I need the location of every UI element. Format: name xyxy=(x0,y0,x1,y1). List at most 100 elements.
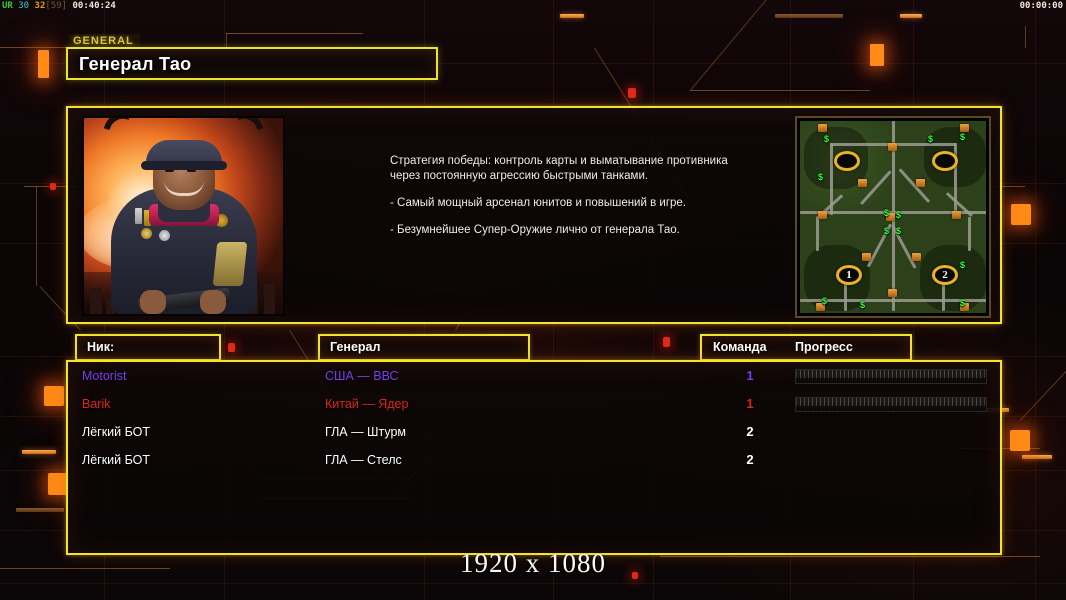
circuit-trace xyxy=(36,186,37,286)
supply-marker: $ xyxy=(960,260,966,270)
player-team: 2 xyxy=(746,424,754,439)
general-tab-label[interactable]: GENERAL xyxy=(68,34,140,48)
player-name: Barik xyxy=(82,397,111,411)
circuit-trace xyxy=(660,556,1040,557)
supply-marker: $ xyxy=(960,132,966,142)
general-portrait xyxy=(82,116,285,316)
column-header-team-label: Команда xyxy=(713,340,767,354)
player-name: Motorist xyxy=(82,369,127,383)
accent-dash xyxy=(775,14,843,18)
map-structure xyxy=(952,211,961,219)
map-start-position[interactable]: 1 xyxy=(836,265,862,285)
accent-block xyxy=(870,44,884,66)
accent-dash xyxy=(16,508,64,512)
player-name: Лёгкий БОТ xyxy=(82,453,151,467)
circuit-trace xyxy=(226,33,363,34)
player-team: 1 xyxy=(746,396,754,411)
accent-block-red xyxy=(628,88,636,98)
supply-marker: $ xyxy=(822,296,828,306)
map-structure xyxy=(960,303,969,311)
map-road xyxy=(800,299,986,302)
player-team: 2 xyxy=(746,452,754,467)
supply-marker: $ xyxy=(896,210,902,220)
description-paragraph: Стратегия победы: контроль карты и вымат… xyxy=(390,155,728,182)
table-row[interactable]: Motorist США — ВВС 1 xyxy=(68,364,1004,392)
player-progress-bar xyxy=(795,397,987,412)
map-structure xyxy=(818,211,827,219)
map-start-position[interactable]: 2 xyxy=(932,265,958,285)
performance-readout: UR 30 32[59] 00:40:24 xyxy=(2,0,116,12)
medal-icon xyxy=(134,208,142,224)
player-general: ГЛА — Стелс xyxy=(325,453,402,467)
smile xyxy=(163,180,204,196)
grid-line-vertical xyxy=(1035,0,1036,600)
minimap[interactable]: $ $ $ $ $ $ $ $ $ $ $ $ 1 2 xyxy=(800,121,986,313)
perf-fps: 30 xyxy=(18,1,30,11)
shoulder-epaulette xyxy=(212,242,247,286)
supply-marker: $ xyxy=(884,208,890,218)
hand xyxy=(200,290,226,314)
accent-block xyxy=(48,473,68,495)
accent-block-red xyxy=(50,183,56,190)
perf-elapsed: 00:40:24 xyxy=(72,1,116,11)
cap-brim xyxy=(140,161,227,170)
map-structure xyxy=(916,179,925,187)
minimap-frame: $ $ $ $ $ $ $ $ $ $ $ $ 1 2 xyxy=(795,116,991,318)
accent-block xyxy=(1011,204,1031,225)
column-header-team-progress: Команда Прогресс xyxy=(700,334,912,361)
map-structure xyxy=(862,253,871,261)
column-header-progress-label: Прогресс xyxy=(795,340,853,354)
supply-marker: $ xyxy=(960,298,966,308)
accent-dash xyxy=(22,450,56,454)
map-start-position[interactable] xyxy=(834,151,860,171)
map-structure xyxy=(816,303,825,311)
player-general: Китай — Ядер xyxy=(325,397,409,411)
medal-icon xyxy=(158,230,170,241)
eye xyxy=(187,168,196,172)
description-paragraph: - Самый мощный арсенал юнитов и повышени… xyxy=(390,197,687,209)
map-start-position[interactable] xyxy=(932,151,958,171)
circuit-trace xyxy=(0,568,170,569)
column-header-nick: Ник: xyxy=(75,334,221,361)
description-paragraph: - Безумнейшее Супер-Оружие лично от гене… xyxy=(390,224,680,236)
accent-block-red xyxy=(632,572,638,579)
perf-prefix: UR xyxy=(2,1,13,11)
accent-block xyxy=(44,386,64,406)
general-title-box: Генерал Тао xyxy=(66,47,438,80)
table-row[interactable]: Лёгкий БОТ ГЛА — Штурм 2 xyxy=(68,420,1004,448)
circuit-trace xyxy=(1025,26,1026,48)
column-header-general-label: Генерал xyxy=(330,340,381,354)
perf-fps2: 32 xyxy=(34,1,46,11)
accent-block-red xyxy=(228,343,235,352)
map-road xyxy=(816,217,819,251)
map-road xyxy=(844,273,847,311)
map-structure xyxy=(888,289,897,297)
accent-block xyxy=(38,50,49,78)
player-progress-bar xyxy=(795,369,987,384)
map-structure xyxy=(960,124,969,132)
accent-dash xyxy=(900,14,922,18)
map-road xyxy=(942,273,945,311)
map-structure xyxy=(912,253,921,261)
medal-icon xyxy=(140,228,152,239)
general-description: Стратегия победы: контроль карты и вымат… xyxy=(390,154,730,238)
player-roster-panel: Motorist США — ВВС 1 Barik Китай — Ядер … xyxy=(66,360,1002,555)
supply-marker: $ xyxy=(884,226,890,236)
hand xyxy=(140,290,166,314)
player-general: США — ВВС xyxy=(325,369,399,383)
table-row[interactable]: Barik Китай — Ядер 1 xyxy=(68,392,1004,420)
map-road xyxy=(968,217,971,251)
map-structure xyxy=(886,213,895,221)
perf-bracket: [59] xyxy=(45,1,68,11)
grid-line-horizontal xyxy=(0,356,1066,357)
medal-icon xyxy=(143,210,151,226)
status-bar: UR 30 32[59] 00:40:24 00:00:00 xyxy=(0,0,1066,12)
resolution-label: 1920 x 1080 xyxy=(460,548,606,578)
grid-line-horizontal xyxy=(0,583,1066,584)
column-header-nick-label: Ник: xyxy=(87,340,115,354)
player-team: 1 xyxy=(746,368,754,383)
supply-marker: $ xyxy=(818,172,824,182)
table-row[interactable]: Лёгкий БОТ ГЛА — Стелс 2 xyxy=(68,448,1004,476)
supply-marker: $ xyxy=(824,134,830,144)
